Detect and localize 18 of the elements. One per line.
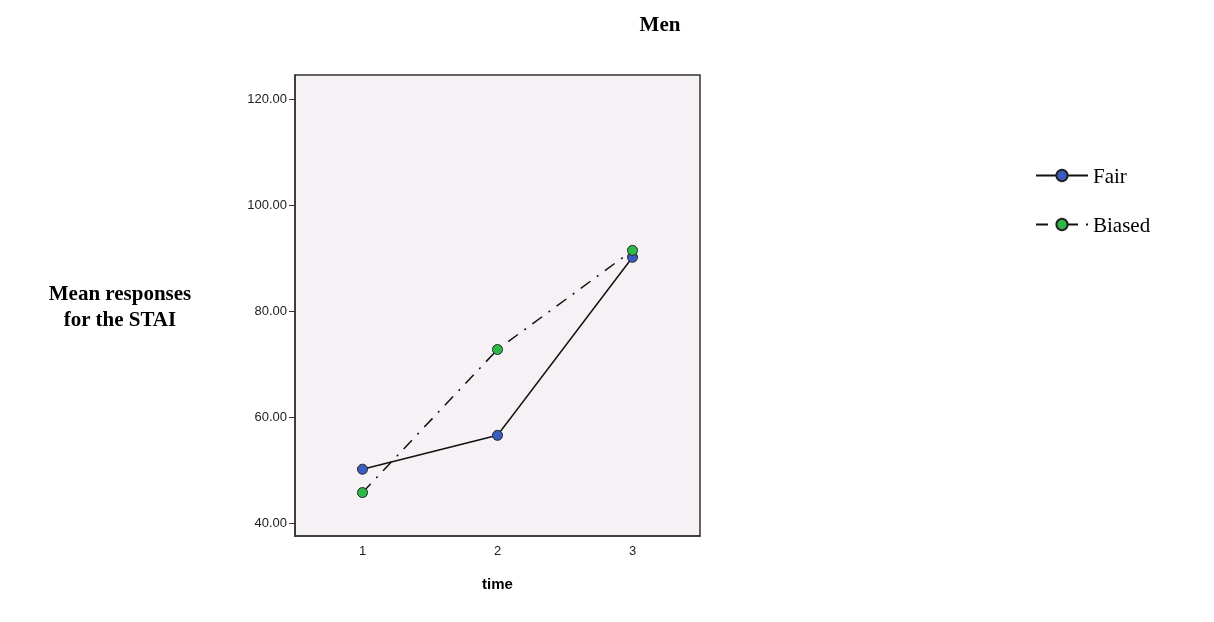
point bbox=[492, 343, 503, 355]
chart-title: Men bbox=[639, 11, 681, 36]
legend-label: Biased bbox=[1093, 212, 1151, 237]
y-tick-label: 80.00 bbox=[254, 303, 287, 319]
y-tick-label: 100.00 bbox=[247, 197, 287, 213]
y-axis-title: Mean responses for the STAI bbox=[48, 280, 192, 331]
y-tick-label: 40.00 bbox=[254, 515, 287, 531]
point bbox=[492, 429, 503, 441]
x-axis-title: time bbox=[482, 575, 513, 592]
legend-label: Fair bbox=[1093, 163, 1127, 188]
x-tick-label: 3 bbox=[628, 543, 637, 558]
y-tick-label: 60.00 bbox=[254, 409, 287, 425]
x-tick-label: 2 bbox=[493, 543, 502, 558]
point bbox=[627, 244, 638, 256]
point bbox=[357, 463, 368, 475]
y-tick-label: 120.00 bbox=[247, 91, 287, 107]
x-tick-label: 1 bbox=[358, 543, 367, 558]
point bbox=[357, 487, 368, 499]
